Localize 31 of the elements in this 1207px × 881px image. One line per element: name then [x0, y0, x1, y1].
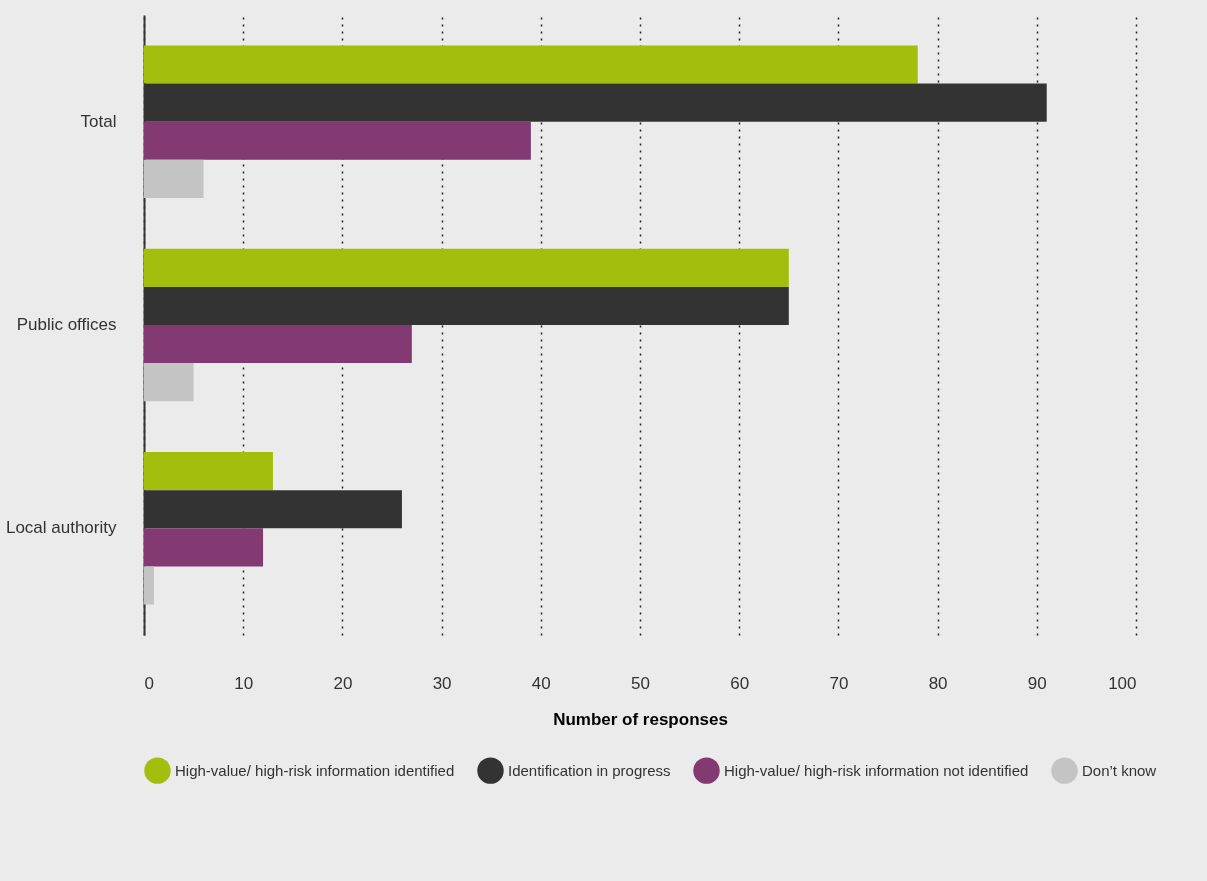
x-tick-label: 60 [730, 673, 750, 693]
bar [144, 528, 264, 567]
bar [144, 286, 789, 325]
legend-label: Don’t know [1082, 761, 1157, 779]
x-tick-label: 50 [631, 673, 650, 693]
x-tick-label: 70 [829, 673, 849, 693]
x-tick-label: 10 [234, 673, 254, 693]
x-tick-label: 90 [1027, 673, 1047, 693]
bar [144, 121, 531, 160]
bar [144, 566, 154, 605]
y-tick-label: Local authority [5, 518, 117, 538]
bar [144, 83, 1047, 122]
x-tick-label: 100 [1108, 673, 1137, 693]
x-tick-label: 80 [928, 673, 948, 693]
x-tick-label: 20 [333, 673, 353, 693]
x-tick-label: 30 [432, 673, 452, 693]
bar [144, 159, 204, 198]
bar [144, 45, 918, 84]
bar [144, 490, 402, 529]
x-tick-label: 40 [531, 673, 551, 693]
bar [144, 248, 789, 287]
legend-label: High-value/ high-risk information not identified [724, 761, 1029, 779]
y-tick-label: Total [80, 111, 117, 131]
x-tick-label: 0 [144, 673, 154, 693]
bar [144, 325, 412, 364]
x-axis-title: Number of responses [553, 709, 728, 729]
bar [144, 452, 273, 491]
legend-label: Identification in progress [508, 761, 671, 779]
y-tick-label: Public offices [16, 315, 117, 334]
legend-label: High-value/ high-risk information identified [175, 761, 455, 779]
bar [144, 363, 194, 402]
